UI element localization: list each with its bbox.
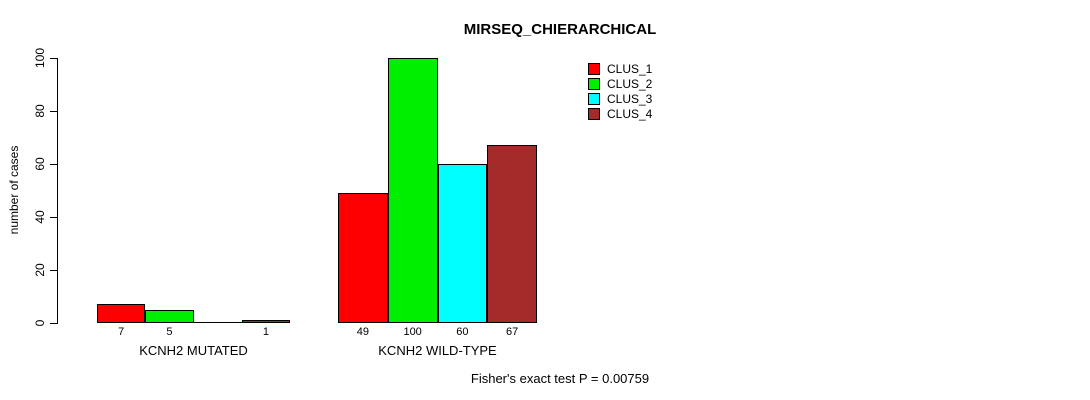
legend-row-clus_1: CLUS_1 [588,61,652,76]
y-tick-mark [50,270,57,271]
legend-swatch-clus_1 [588,62,600,75]
legend-swatch-clus_2 [588,77,600,90]
y-axis-title: number of cases [7,145,21,235]
legend-label: CLUS_3 [607,91,653,106]
legend-row-clus_3: CLUS_3 [588,91,652,106]
bar-value-label: 60 [456,326,469,338]
y-tick-mark [50,164,57,165]
y-tick-mark [50,58,57,59]
y-tick-mark [50,217,57,218]
legend-label: CLUS_4 [607,106,653,121]
y-tick-label: 80 [33,104,47,118]
group-label-kcnh2-wild-type: KCNH2 WILD-TYPE [378,343,497,358]
bar-clus_3-kcnh2-mutated [193,322,242,323]
bar-clus_4-kcnh2-wild-type [487,145,537,323]
chart-title: MIRSEQ_CHIERARCHICAL [463,21,657,38]
legend-swatch-clus_4 [588,107,600,120]
y-axis-line [57,58,58,324]
legend: CLUS_1 CLUS_2 CLUS_3 CLUS_4 [588,61,652,121]
legend-label: CLUS_2 [607,76,653,91]
legend-label: CLUS_1 [607,61,653,76]
bar-clus_1-kcnh2-wild-type [338,193,388,323]
y-tick-mark [50,323,57,324]
y-tick-label: 40 [33,210,47,224]
bar-value-label: 1 [262,326,269,338]
legend-row-clus_4: CLUS_4 [588,106,652,121]
bar-value-label: 100 [403,326,422,338]
y-tick-label: 20 [33,263,47,277]
bar-clus_3-kcnh2-wild-type [437,164,488,323]
fisher-test-annotation: Fisher's exact test P = 0.00759 [470,371,650,386]
bar-value-label: 67 [506,326,519,338]
bar-clus_2-kcnh2-mutated [145,310,194,323]
legend-row-clus_2: CLUS_2 [588,76,652,91]
bar-value-label: 49 [356,326,369,338]
y-tick-label: 60 [33,157,47,171]
group-label-kcnh2-mutated: KCNH2 MUTATED [139,343,248,358]
bar-clus_1-kcnh2-mutated [97,304,146,323]
bar-clus_2-kcnh2-wild-type [387,58,438,323]
y-tick-label: 0 [33,319,47,327]
bar-value-label: 5 [166,326,173,338]
bar-clus_4-kcnh2-mutated [241,320,290,323]
y-tick-label: 100 [33,47,47,69]
legend-swatch-clus_3 [588,92,600,105]
y-tick-mark [50,111,57,112]
bar-value-label: 7 [118,326,125,338]
